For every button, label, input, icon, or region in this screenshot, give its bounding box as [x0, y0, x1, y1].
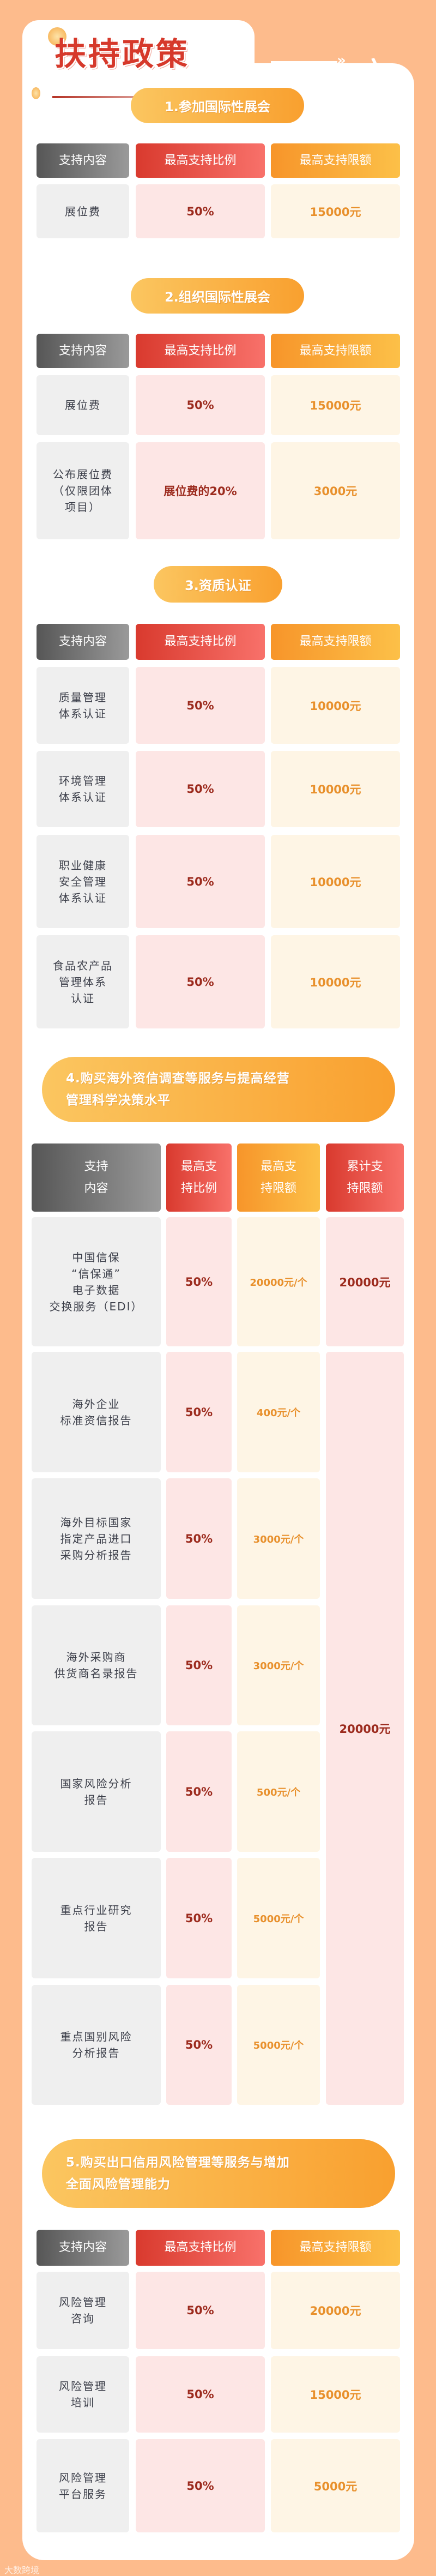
cumulative-amount-merged: 20000元: [326, 1352, 404, 2105]
support-item: 环境管理 体系认证: [37, 751, 129, 827]
max-ratio: 50%: [136, 375, 265, 435]
cumulative-amount: 20000元: [326, 1217, 404, 1346]
support-item: 海外采购商 供货商名录报告: [32, 1605, 161, 1725]
max-amount: 20000元/个: [237, 1217, 320, 1346]
page-title: 扶持政策: [55, 35, 190, 73]
support-item: 海外企业 标准资信报告: [32, 1352, 161, 1472]
max-ratio: 50%: [136, 835, 265, 928]
max-amount: 15000元: [271, 184, 400, 238]
column-header: 最高支持比例: [136, 143, 265, 178]
max-amount: 3000元: [271, 442, 400, 539]
column-header: 最高支持限额: [271, 334, 400, 368]
max-amount: 10000元: [271, 835, 400, 928]
column-header: 最高支持限额: [271, 624, 400, 660]
column-header: 支持内容: [37, 624, 129, 660]
decorative-dot: [32, 87, 40, 99]
chapter-number: 六: [361, 56, 388, 88]
column-header: 最高支持限额: [271, 2230, 400, 2266]
support-item: 公布展位费 （仅限团体 项目）: [37, 442, 129, 539]
column-header: 最高支 持比例: [166, 1143, 232, 1212]
double-chevron-icon: »: [337, 52, 346, 69]
section-title: 4.购买海外资信调查等服务与提高经营 管理科学决策水平: [42, 1057, 395, 1122]
support-item: 重点行业研究 报告: [32, 1858, 161, 1978]
column-header: 支持 内容: [32, 1143, 161, 1212]
support-item: 重点国别风险 分析报告: [32, 1985, 161, 2105]
column-header: 最高支持限额: [271, 143, 400, 178]
watermark: 大数跨境: [4, 2565, 40, 2575]
support-item: 中国信保 “信保通” 电子数据 交换服务（EDI）: [32, 1217, 161, 1346]
max-ratio: 50%: [166, 1985, 232, 2105]
arrow-line: [271, 61, 337, 63]
max-ratio: 50%: [166, 1352, 232, 1472]
column-header: 最高支 持限额: [237, 1143, 320, 1212]
max-amount: 15000元: [271, 375, 400, 435]
support-item: 风险管理 平台服务: [37, 2439, 129, 2532]
section-title: 3.资质认证: [154, 566, 282, 603]
support-item: 食品农产品 管理体系 认证: [37, 935, 129, 1028]
max-ratio: 50%: [166, 1217, 232, 1346]
max-amount: 10000元: [271, 751, 400, 827]
section-title: 2.组织国际性展会: [131, 278, 304, 314]
section-title: 1.参加国际性展会: [131, 88, 304, 123]
section-title: 5.购买出口信用风险管理等服务与增加 全面风险管理能力: [42, 2139, 395, 2208]
max-amount: 3000元/个: [237, 1478, 320, 1599]
support-item: 风险管理 咨询: [37, 2272, 129, 2349]
support-item: 展位费: [37, 375, 129, 435]
max-ratio: 50%: [136, 667, 265, 744]
column-header: 最高支持比例: [136, 334, 265, 368]
column-header: 最高支持比例: [136, 624, 265, 660]
max-ratio: 50%: [136, 2439, 265, 2532]
column-header: 支持内容: [37, 143, 129, 178]
max-ratio: 50%: [136, 2356, 265, 2433]
max-amount: 5000元/个: [237, 1985, 320, 2105]
decorative-dot: [48, 27, 66, 46]
column-header: 累计支 持限额: [326, 1143, 404, 1212]
max-ratio: 50%: [136, 2272, 265, 2349]
max-amount: 5000元/个: [237, 1858, 320, 1978]
column-header: 支持内容: [37, 334, 129, 368]
max-amount: 15000元: [271, 2356, 400, 2433]
support-item: 质量管理 体系认证: [37, 667, 129, 744]
max-amount: 10000元: [271, 667, 400, 744]
max-amount: 10000元: [271, 935, 400, 1028]
max-amount: 5000元: [271, 2439, 400, 2532]
max-amount: 3000元/个: [237, 1605, 320, 1725]
support-item: 海外目标国家 指定产品进口 采购分析报告: [32, 1478, 161, 1599]
support-item: 展位费: [37, 184, 129, 238]
max-amount: 500元/个: [237, 1731, 320, 1852]
max-ratio: 50%: [166, 1478, 232, 1599]
support-item: 风险管理 培训: [37, 2356, 129, 2433]
max-ratio: 50%: [166, 1731, 232, 1852]
column-header: 支持内容: [37, 2230, 129, 2266]
support-item: 国家风险分析 报告: [32, 1731, 161, 1852]
max-ratio: 50%: [136, 935, 265, 1028]
max-ratio: 50%: [166, 1858, 232, 1978]
max-ratio: 50%: [136, 751, 265, 827]
max-ratio: 50%: [136, 184, 265, 238]
max-amount: 400元/个: [237, 1352, 320, 1472]
column-header: 最高支持比例: [136, 2230, 265, 2266]
max-ratio: 50%: [166, 1605, 232, 1725]
max-ratio: 展位费的20%: [136, 442, 265, 539]
support-item: 职业健康 安全管理 体系认证: [37, 835, 129, 928]
max-amount: 20000元: [271, 2272, 400, 2349]
